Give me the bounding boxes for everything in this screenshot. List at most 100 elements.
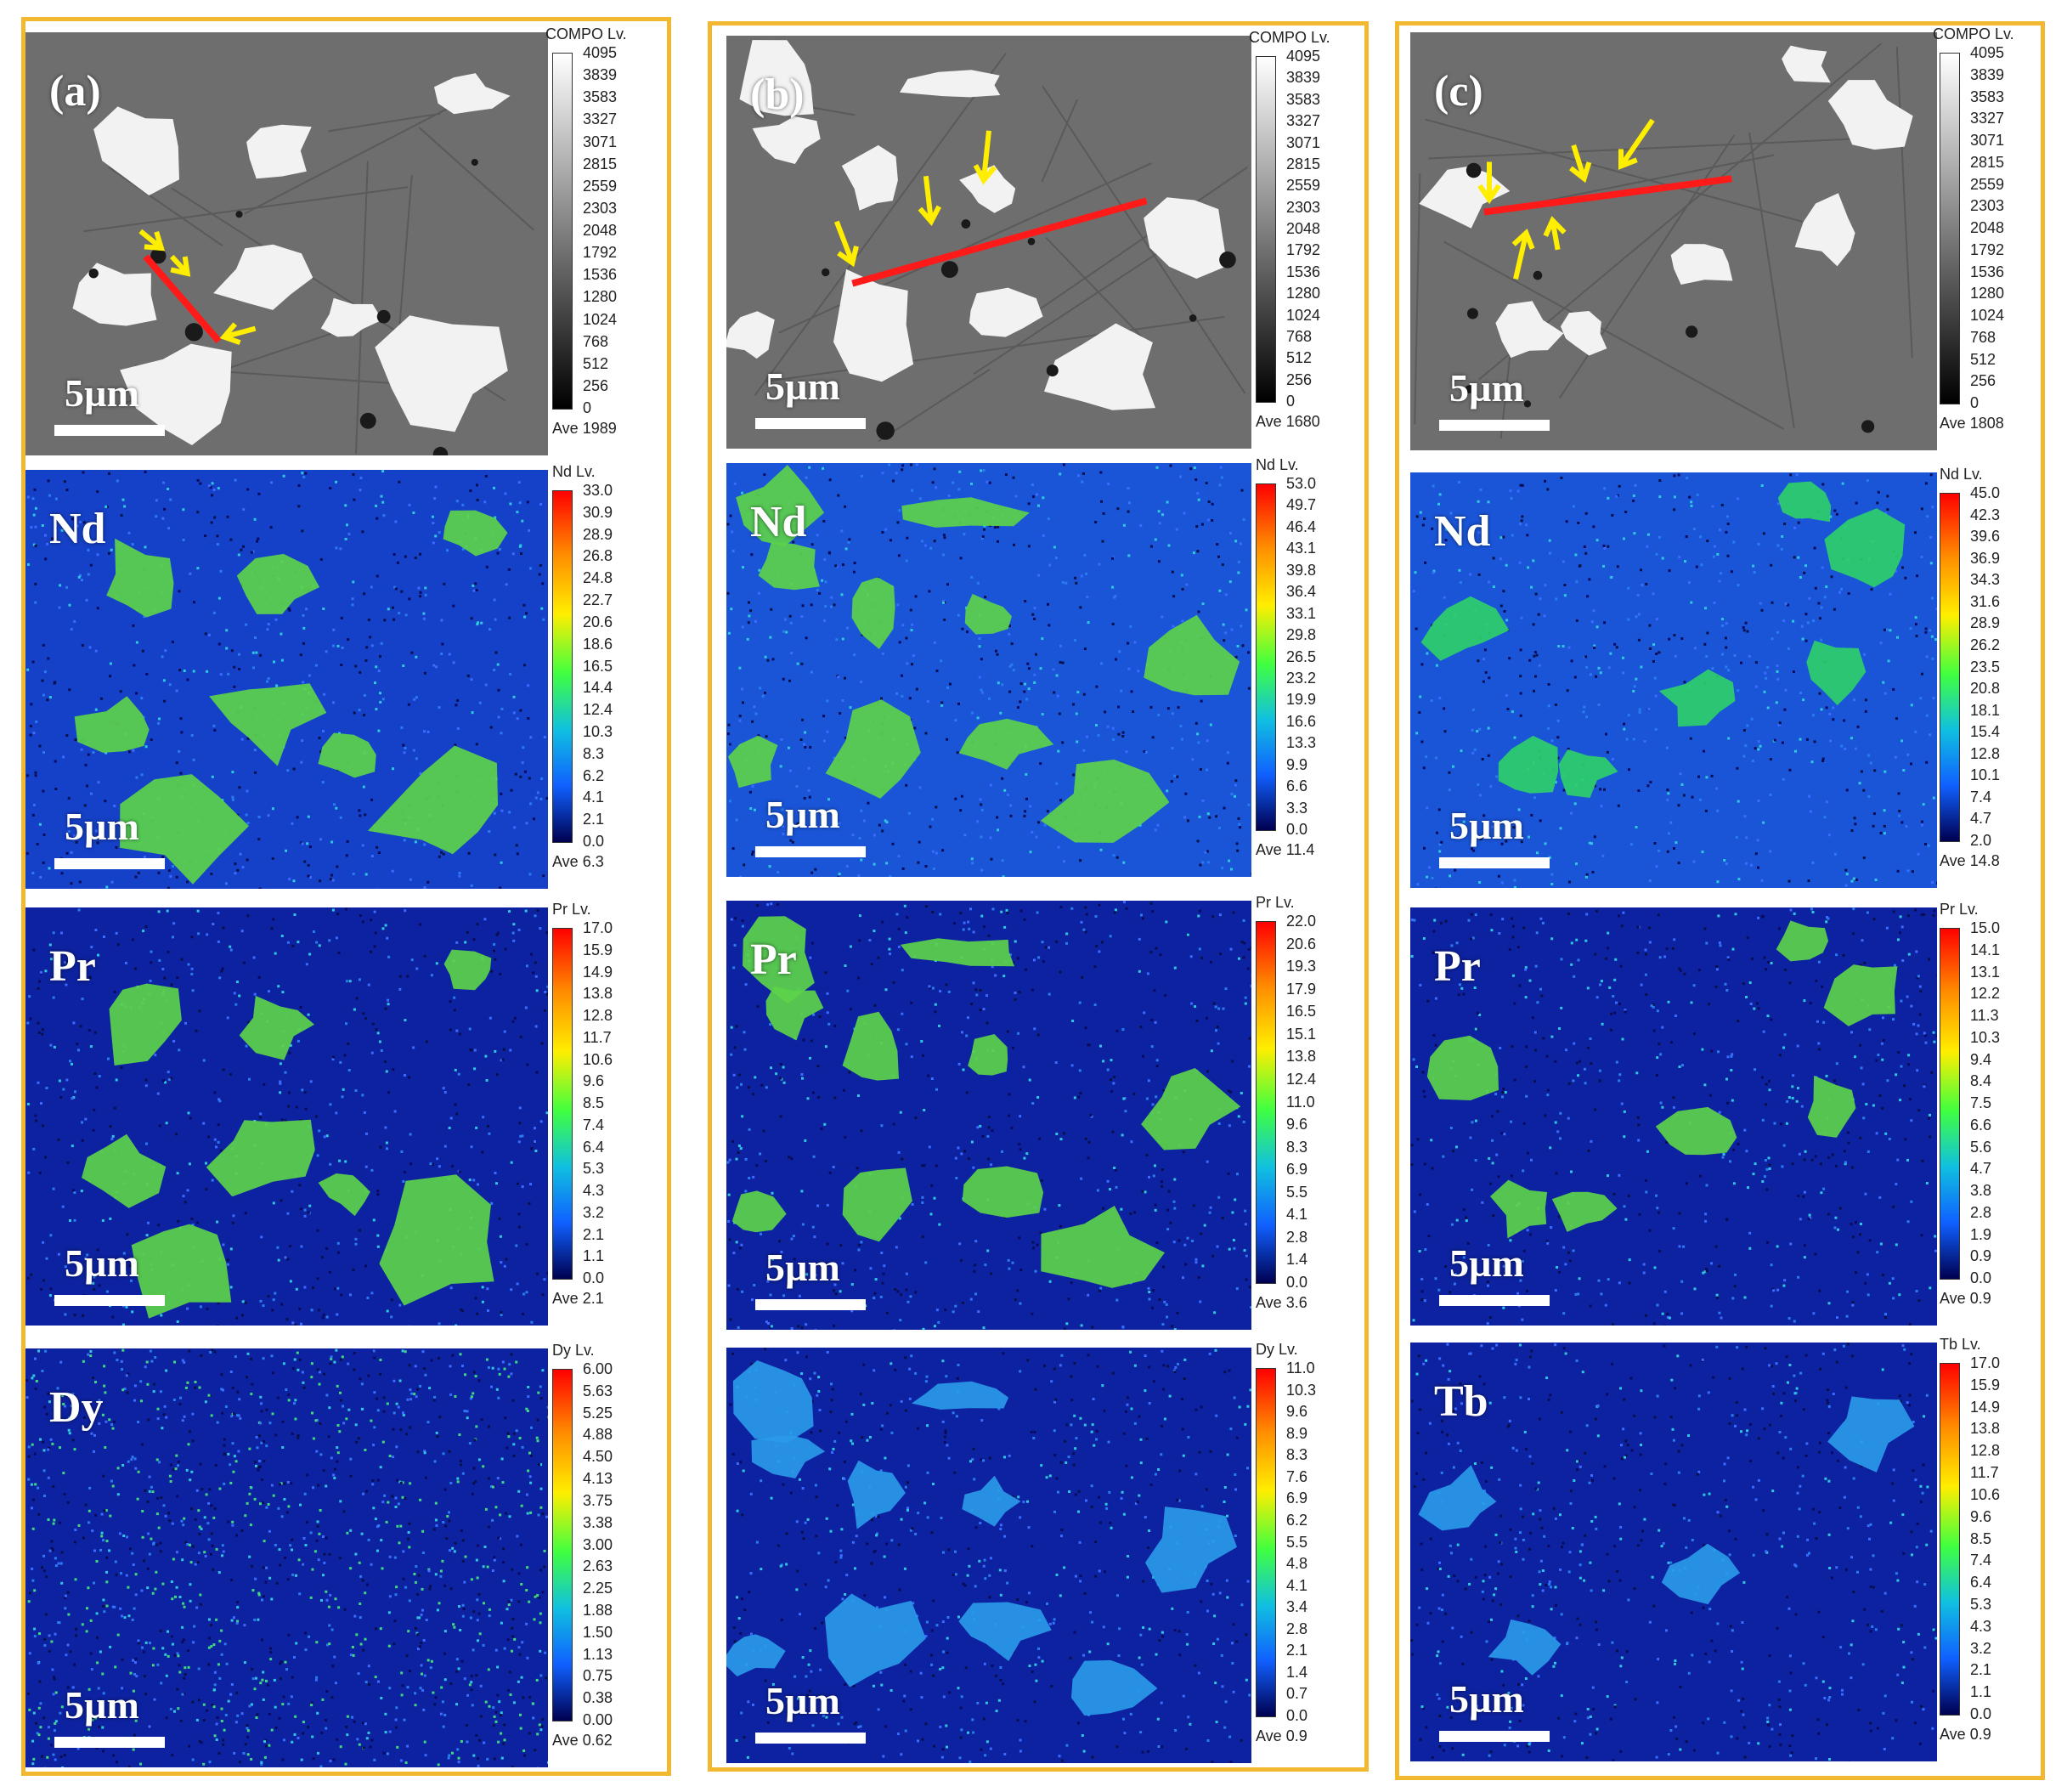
colorbar-tick-label: 4.1 — [583, 789, 605, 806]
colorbar-tick-label: 17.9 — [1286, 980, 1317, 998]
element-label: Pr — [1434, 942, 1481, 991]
colorbar-tick-label: 4.1 — [1286, 1206, 1308, 1224]
colorbar-tick-label: 26.5 — [1286, 647, 1317, 665]
element-label: Nd — [49, 505, 106, 553]
colorbar-tick-label: 3583 — [1970, 88, 2005, 105]
colorbar-gradient — [1256, 483, 1276, 831]
colorbar-tick-label: 0 — [583, 399, 592, 416]
colorbar-tick-label: 1.88 — [583, 1601, 613, 1619]
compo-level-colorbar: COMPO Lv. 4095 3839 3583 3327 3071 2815 2559 230… — [545, 25, 641, 449]
colorbar-tick-label: 2815 — [1970, 153, 2005, 171]
colorbar-tick-label: 1280 — [1286, 285, 1321, 302]
colorbar-title: Nd Lv. — [1256, 456, 1299, 473]
colorbar-tick-label: 11.0 — [1286, 1093, 1315, 1111]
arrow-icon — [169, 254, 191, 277]
colorbar-average: Ave 14.8 — [1940, 852, 2000, 869]
colorbar-tick-label: 49.7 — [1286, 496, 1317, 514]
colorbar-average: Ave 6.3 — [552, 853, 604, 870]
colorbar-tick-label: 768 — [583, 332, 609, 350]
colorbar-tick-label: 8.5 — [583, 1094, 605, 1111]
colorbar-tick-label: 8.9 — [1286, 1424, 1308, 1442]
colorbar-tick-label: 11.3 — [1970, 1007, 1999, 1024]
colorbar-tick-label: 23.2 — [1286, 669, 1317, 687]
colorbar-tick-label: 7.4 — [1970, 788, 1992, 806]
colorbar-average: Ave 0.9 — [1940, 1726, 1991, 1743]
element-map-nd-b: Nd 5µm — [726, 463, 1251, 877]
colorbar-average: Ave 0.62 — [552, 1732, 613, 1749]
colorbar-tick-label: 2.1 — [1970, 1661, 1992, 1679]
colorbar-tick-label: 512 — [583, 354, 609, 372]
colorbar-tick-label: 15.9 — [583, 941, 613, 958]
colorbar-title: Nd Lv. — [1940, 466, 1983, 483]
colorbar-tick-label: 3583 — [583, 88, 618, 106]
colorbar-tick-label: 20.8 — [1970, 680, 2001, 698]
colorbar-tick-label: 9.6 — [1286, 1403, 1308, 1421]
element-level-colorbar: Pr Lv. 15.0 14.1 13.1 12.2 11.3 10.3 9.4 8.4 7.5 6… — [1940, 901, 2029, 1319]
arrow-icon — [1477, 161, 1501, 205]
element-level-colorbar: Nd Lv. 33.0 30.9 28.9 26.8 24.8 22.7 20.6 18.6 16… — [552, 463, 641, 882]
element-level-colorbar: Nd Lv. 45.0 42.3 39.6 36.9 34.3 31.6 28.9 26.2 23… — [1940, 466, 2029, 881]
scale-bar-line — [1439, 420, 1550, 431]
colorbar-tick-label: 0.38 — [583, 1689, 613, 1707]
colorbar-tick-label: 2303 — [1970, 197, 2005, 215]
colorbar-tick-label: 19.9 — [1286, 691, 1317, 709]
colorbar-average: Ave 1680 — [1256, 413, 1320, 430]
element-level-colorbar: Tb Lv. 17.0 15.9 14.9 13.8 12.8 11.7 10.6 9.6 8.5… — [1940, 1336, 2029, 1755]
colorbar-tick-label: 3.2 — [1970, 1639, 1992, 1657]
scale-bar-label: 5µm — [1449, 366, 1524, 410]
arrow-icon — [1569, 144, 1592, 184]
colorbar-tick-label: 4095 — [1970, 44, 2005, 61]
colorbar-tick-label: 1536 — [1286, 263, 1321, 280]
arrow-icon — [1618, 118, 1655, 170]
colorbar-title: Pr Lv. — [1256, 894, 1295, 911]
column-c-frame — [1395, 21, 2045, 1780]
scale-bar-line — [54, 1295, 165, 1306]
colorbar-tick-label: 2559 — [1286, 177, 1321, 195]
arrow-icon — [973, 130, 997, 185]
colorbar-tick-label: 22.0 — [1286, 913, 1317, 930]
colorbar-tick-label: 3.75 — [583, 1491, 613, 1509]
colorbar-tick-label: 53.0 — [1286, 475, 1317, 492]
colorbar-tick-label: 5.3 — [583, 1160, 605, 1178]
colorbar-tick-label: 3839 — [583, 66, 618, 84]
colorbar-title: Nd Lv. — [552, 463, 596, 480]
colorbar-gradient — [1940, 1363, 1960, 1716]
colorbar-tick-label: 3.38 — [583, 1513, 613, 1531]
colorbar-tick-label: 10.6 — [583, 1050, 613, 1068]
colorbar-tick-label: 2.63 — [583, 1557, 613, 1575]
colorbar-tick-label: 4095 — [583, 44, 618, 61]
colorbar-tick-label: 14.1 — [1970, 941, 2001, 958]
colorbar-tick-label: 8.4 — [1970, 1072, 1992, 1090]
colorbar-tick-label: 1.50 — [583, 1623, 613, 1641]
compo-image-b: (b) 5µm — [726, 36, 1251, 449]
colorbar-title: COMPO Lv. — [1249, 29, 1330, 46]
colorbar-tick-label: 0.0 — [1286, 821, 1308, 838]
scale-bar-label: 5µm — [765, 793, 840, 836]
colorbar-gradient — [1256, 56, 1276, 403]
colorbar-tick-label: 2.8 — [1286, 1228, 1308, 1246]
compo-level-colorbar: COMPO Lv. 4095 3839 3583 3327 3071 2815 2559 230… — [1249, 29, 1345, 442]
colorbar-average: Ave 2.1 — [552, 1290, 604, 1307]
colorbar-tick-label: 3.3 — [1286, 799, 1308, 817]
colorbar-tick-label: 2303 — [583, 199, 618, 217]
colorbar-tick-label: 17.0 — [583, 919, 613, 936]
colorbar-tick-label: 3583 — [1286, 90, 1321, 108]
colorbar-tick-label: 4095 — [1286, 48, 1321, 65]
colorbar-tick-label: 4.7 — [1970, 1160, 1992, 1178]
colorbar-tick-label: 3839 — [1970, 65, 2005, 83]
colorbar-title: Dy Lv. — [552, 1342, 595, 1359]
colorbar-tick-label: 15.4 — [1970, 723, 2001, 741]
colorbar-tick-label: 10.3 — [583, 722, 613, 740]
colorbar-tick-label: 7.5 — [1970, 1094, 1992, 1111]
colorbar-tick-label: 0.00 — [583, 1711, 613, 1728]
column-a-frame — [21, 17, 671, 1776]
colorbar-tick-label: 15.1 — [1286, 1025, 1317, 1043]
element-map-nd-a: Nd 5µm — [25, 470, 548, 889]
colorbar-tick-label: 1792 — [1970, 240, 2005, 258]
element-map-pr-b: Pr 5µm — [726, 901, 1251, 1330]
colorbar-tick-label: 1.13 — [583, 1645, 613, 1663]
colorbar-tick-label: 1792 — [1286, 241, 1321, 259]
arrow-icon — [1511, 228, 1535, 280]
colorbar-tick-label: 1280 — [1970, 285, 2005, 302]
arrow-icon — [138, 229, 166, 252]
